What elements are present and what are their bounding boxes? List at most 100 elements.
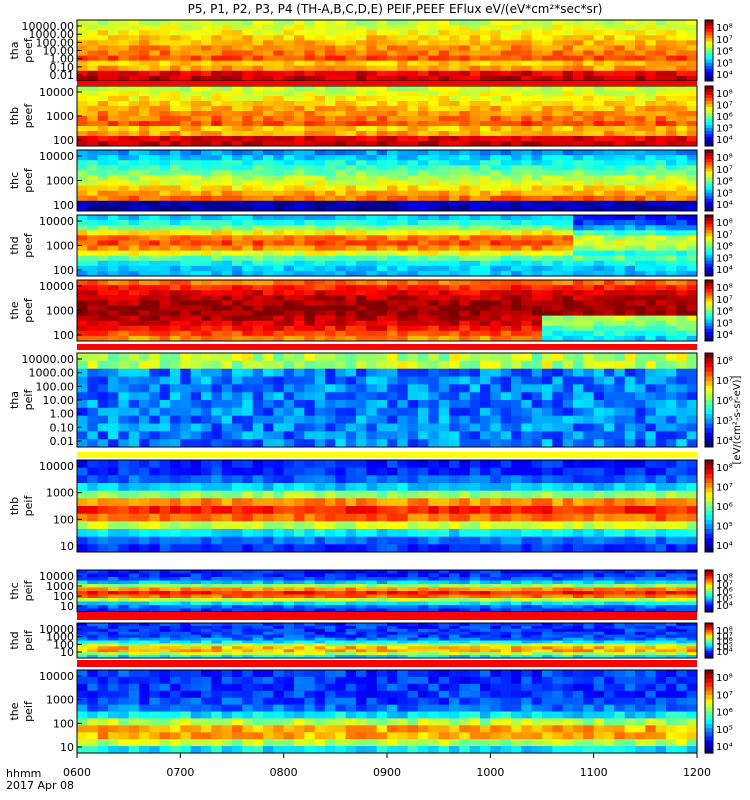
heatmap-cell bbox=[480, 116, 491, 122]
heatmap-cell bbox=[376, 320, 388, 327]
heatmap-cell bbox=[242, 25, 254, 31]
heatmap-cell bbox=[335, 295, 347, 301]
heatmap-cell bbox=[190, 180, 202, 187]
heatmap-cell bbox=[170, 195, 181, 202]
colorbar-cell bbox=[705, 113, 713, 117]
heatmap-cell bbox=[614, 376, 626, 385]
heatmap-cell bbox=[666, 220, 677, 226]
heatmap-cell bbox=[366, 295, 378, 301]
heatmap-cell bbox=[604, 265, 615, 272]
heatmap-cell bbox=[263, 245, 274, 252]
heatmap-cell bbox=[552, 86, 564, 92]
colorbar-cell bbox=[705, 32, 713, 36]
heatmap-cell bbox=[356, 230, 367, 236]
heatmap-cell bbox=[149, 106, 161, 112]
heatmap-cell bbox=[87, 160, 99, 166]
heatmap-cell bbox=[645, 40, 657, 46]
heatmap-cell bbox=[428, 45, 440, 51]
heatmap-cell bbox=[428, 295, 440, 301]
heatmap-cell bbox=[97, 70, 109, 77]
heatmap-cell bbox=[87, 290, 99, 296]
heatmap-cell bbox=[511, 290, 522, 296]
heatmap-cell bbox=[149, 544, 161, 553]
heatmap-cell bbox=[583, 35, 595, 41]
heatmap-cell bbox=[77, 290, 88, 296]
heatmap-cell bbox=[666, 400, 677, 409]
heatmap-cell bbox=[490, 131, 502, 137]
heatmap-cell bbox=[118, 415, 130, 424]
heatmap-cell bbox=[552, 220, 564, 226]
heatmap-cell bbox=[294, 230, 305, 236]
y-tick-label: 10000 bbox=[39, 280, 74, 293]
heatmap-cell bbox=[118, 205, 130, 212]
heatmap-cell bbox=[542, 155, 553, 161]
heatmap-cell bbox=[304, 20, 316, 26]
heatmap-cell bbox=[624, 320, 636, 327]
heatmap-cell bbox=[314, 290, 326, 296]
heatmap-cell bbox=[438, 467, 450, 476]
heatmap-cell bbox=[263, 460, 274, 469]
heatmap-cell bbox=[180, 360, 192, 370]
heatmap-cell bbox=[273, 431, 285, 440]
heatmap-cell bbox=[666, 101, 677, 107]
heatmap-cell bbox=[108, 315, 119, 322]
heatmap-cell bbox=[325, 160, 336, 166]
heatmap-cell bbox=[593, 175, 605, 181]
heatmap-cell bbox=[490, 30, 502, 36]
heatmap-cell bbox=[356, 368, 367, 377]
heatmap-cell bbox=[686, 160, 698, 166]
heatmap-cell bbox=[645, 150, 657, 156]
heatmap-cell bbox=[573, 255, 584, 262]
heatmap-cell bbox=[242, 160, 254, 166]
heatmap-cell bbox=[500, 270, 512, 277]
heatmap-cell bbox=[87, 498, 99, 507]
heatmap-cell bbox=[294, 400, 305, 409]
heatmap-cell bbox=[604, 439, 615, 448]
heatmap-cell bbox=[376, 498, 388, 507]
heatmap-cell bbox=[221, 521, 233, 530]
heatmap-cell bbox=[283, 300, 295, 306]
heatmap-cell bbox=[490, 200, 502, 207]
heatmap-cell bbox=[356, 91, 367, 97]
heatmap-cell bbox=[521, 40, 533, 46]
heatmap-cell bbox=[283, 45, 295, 51]
heatmap-cell bbox=[573, 101, 584, 107]
heatmap-cell bbox=[624, 35, 636, 41]
heatmap-cell bbox=[87, 205, 99, 212]
heatmap-cell bbox=[604, 155, 615, 161]
heatmap-cell bbox=[645, 116, 657, 122]
heatmap-cell bbox=[139, 200, 150, 207]
heatmap-cell bbox=[273, 70, 285, 77]
heatmap-cell bbox=[273, 45, 285, 51]
heatmap-cell bbox=[624, 50, 636, 57]
heatmap-cell bbox=[469, 155, 481, 161]
heatmap-cell bbox=[573, 25, 584, 31]
heatmap-cell bbox=[387, 300, 398, 306]
heatmap-cell bbox=[614, 320, 626, 327]
heatmap-cell bbox=[159, 376, 171, 385]
heatmap-cell bbox=[180, 40, 192, 46]
heatmap-cell bbox=[387, 536, 398, 545]
heatmap-cell bbox=[252, 280, 264, 286]
heatmap-cell bbox=[583, 111, 595, 117]
heatmap-cell bbox=[263, 215, 274, 221]
heatmap-cell bbox=[149, 165, 161, 171]
heatmap-cell bbox=[77, 295, 88, 301]
heatmap-cell bbox=[273, 300, 285, 306]
heatmap-cell bbox=[480, 55, 491, 62]
colorbar-cell bbox=[705, 301, 713, 305]
heatmap-cell bbox=[335, 215, 347, 221]
heatmap-cell bbox=[118, 285, 130, 291]
heatmap-cell bbox=[552, 136, 564, 142]
heatmap-cell bbox=[263, 392, 274, 401]
heatmap-cell bbox=[521, 392, 533, 401]
heatmap-cell bbox=[614, 215, 626, 221]
heatmap-cell bbox=[438, 300, 450, 306]
heatmap-cell bbox=[593, 75, 605, 82]
heatmap-cell bbox=[180, 240, 192, 246]
heatmap-cell bbox=[252, 368, 264, 377]
heatmap-cell bbox=[252, 55, 264, 62]
heatmap-cell bbox=[666, 155, 677, 161]
heatmap-cell bbox=[407, 544, 419, 553]
heatmap-cell bbox=[511, 384, 522, 393]
